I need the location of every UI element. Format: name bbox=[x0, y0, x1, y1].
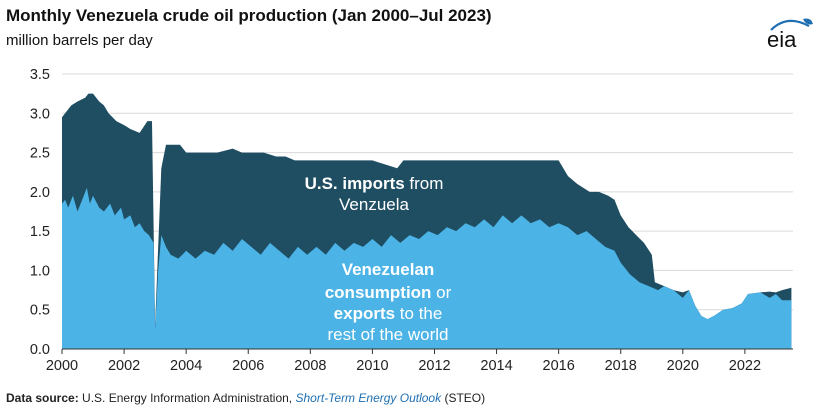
y-tick-label: 2.5 bbox=[30, 146, 50, 162]
annotation-consumption-line2: consumption or bbox=[325, 283, 452, 302]
data-source-note: Data source: U.S. Energy Information Adm… bbox=[6, 391, 485, 405]
x-tick-label: 2020 bbox=[667, 358, 699, 374]
x-tick-label: 2018 bbox=[605, 358, 637, 374]
x-tick-label: 2008 bbox=[294, 358, 326, 374]
annotation-consumption-line4: rest of the world bbox=[328, 325, 449, 344]
x-tick-label: 2004 bbox=[170, 358, 202, 374]
logo-leaf-icon bbox=[803, 18, 813, 25]
chart-title: Monthly Venezuela crude oil production (… bbox=[6, 6, 492, 25]
logo-arc bbox=[770, 19, 810, 31]
annotation-us-imports: U.S. imports from bbox=[305, 174, 444, 193]
y-tick-label: 3.5 bbox=[30, 67, 50, 83]
x-tick-label: 2012 bbox=[418, 358, 450, 374]
x-tick-label: 2006 bbox=[232, 358, 264, 374]
source-label: Data source: bbox=[6, 391, 79, 405]
y-tick-label: 1.5 bbox=[30, 224, 50, 240]
y-tick-label: 3.0 bbox=[30, 106, 50, 122]
x-tick-label: 2010 bbox=[356, 358, 388, 374]
chart-subtitle: million barrels per day bbox=[6, 32, 153, 49]
y-tick-label: 0.5 bbox=[30, 303, 50, 319]
annotation-us-imports-line2: Venzuela bbox=[339, 195, 409, 214]
x-tick-label: 2014 bbox=[480, 358, 512, 374]
source-suffix: (STEO) bbox=[444, 391, 486, 405]
x-tick-label: 2000 bbox=[46, 358, 78, 374]
y-tick-labels: 0.0 0.5 1.0 1.5 2.0 2.5 3.0 3.5 bbox=[30, 67, 50, 358]
y-tick-label: 1.0 bbox=[30, 263, 50, 279]
logo-text: eia bbox=[767, 27, 797, 50]
x-tick-label: 2016 bbox=[543, 358, 575, 374]
source-link[interactable]: Short-Term Energy Outlook bbox=[295, 391, 442, 405]
y-tick-label: 0.0 bbox=[30, 342, 50, 358]
annotation-consumption-line3: exports to the bbox=[334, 304, 443, 323]
x-tick-labels: 2000 2002 2004 2006 2008 2010 2012 2014 2016 2018… bbox=[46, 349, 761, 374]
source-agency: U.S. Energy Information Administration, bbox=[82, 391, 293, 405]
x-tick-label: 2002 bbox=[108, 358, 140, 374]
x-tick-label: 2022 bbox=[729, 358, 761, 374]
eia-logo[interactable]: eia bbox=[763, 16, 815, 50]
y-tick-label: 2.0 bbox=[30, 185, 50, 201]
area-consumption-exports bbox=[62, 187, 792, 349]
annotation-consumption-line1: Venezuelan bbox=[342, 260, 435, 279]
